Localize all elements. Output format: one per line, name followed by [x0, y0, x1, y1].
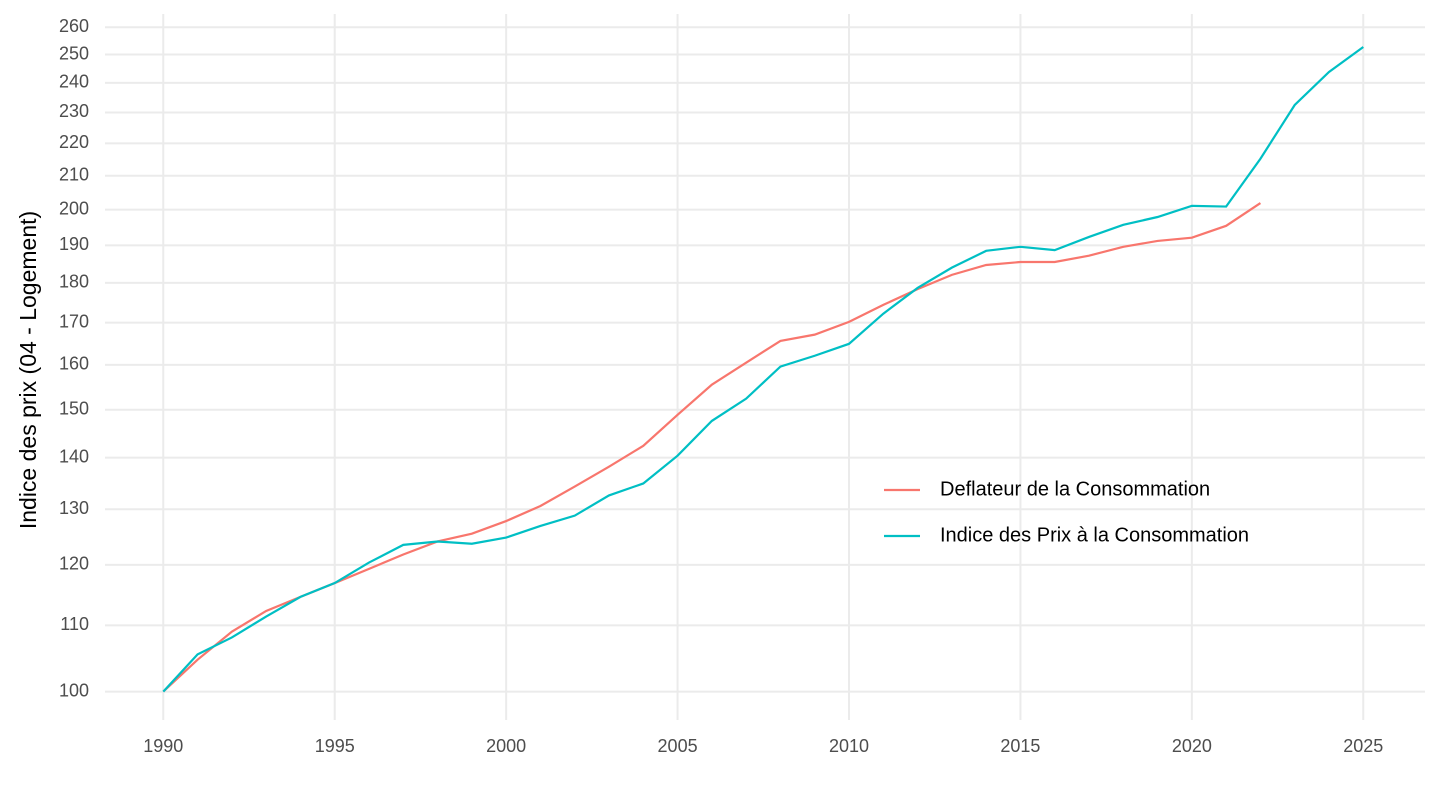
x-tick-label: 2020	[1172, 736, 1212, 756]
y-tick-label: 150	[59, 398, 89, 418]
y-tick-label: 250	[59, 43, 89, 63]
x-tick-label: 1995	[315, 736, 355, 756]
y-tick-label: 200	[59, 198, 89, 218]
y-tick-label: 130	[59, 498, 89, 518]
x-tick-label: 2015	[1000, 736, 1040, 756]
legend-label: Deflateur de la Consommation	[940, 478, 1210, 500]
y-tick-label: 230	[59, 101, 89, 121]
y-axis-label: Indice des prix (04 - Logement)	[15, 211, 41, 529]
y-tick-label: 140	[59, 446, 89, 466]
y-tick-label: 110	[60, 614, 89, 634]
y-tick-label: 220	[59, 132, 89, 152]
x-tick-label: 2000	[486, 736, 526, 756]
series-line	[162, 202, 1262, 693]
y-tick-label: 190	[59, 234, 89, 254]
y-tick-label: 240	[59, 72, 89, 92]
y-tick-label: 260	[59, 16, 89, 36]
x-tick-label: 1990	[143, 736, 183, 756]
y-tick-label: 120	[59, 554, 89, 574]
x-tick-label: 2010	[829, 736, 869, 756]
legend-label: Indice des Prix à la Consommation	[940, 524, 1249, 546]
x-tick-label: 2005	[658, 736, 698, 756]
y-tick-label: 160	[59, 354, 89, 374]
x-tick-label: 2025	[1343, 736, 1383, 756]
y-tick-label: 210	[59, 164, 89, 184]
series-line	[162, 46, 1364, 693]
y-tick-label: 180	[59, 272, 89, 292]
y-tick-label: 100	[59, 680, 89, 700]
y-tick-label: 170	[59, 311, 89, 331]
